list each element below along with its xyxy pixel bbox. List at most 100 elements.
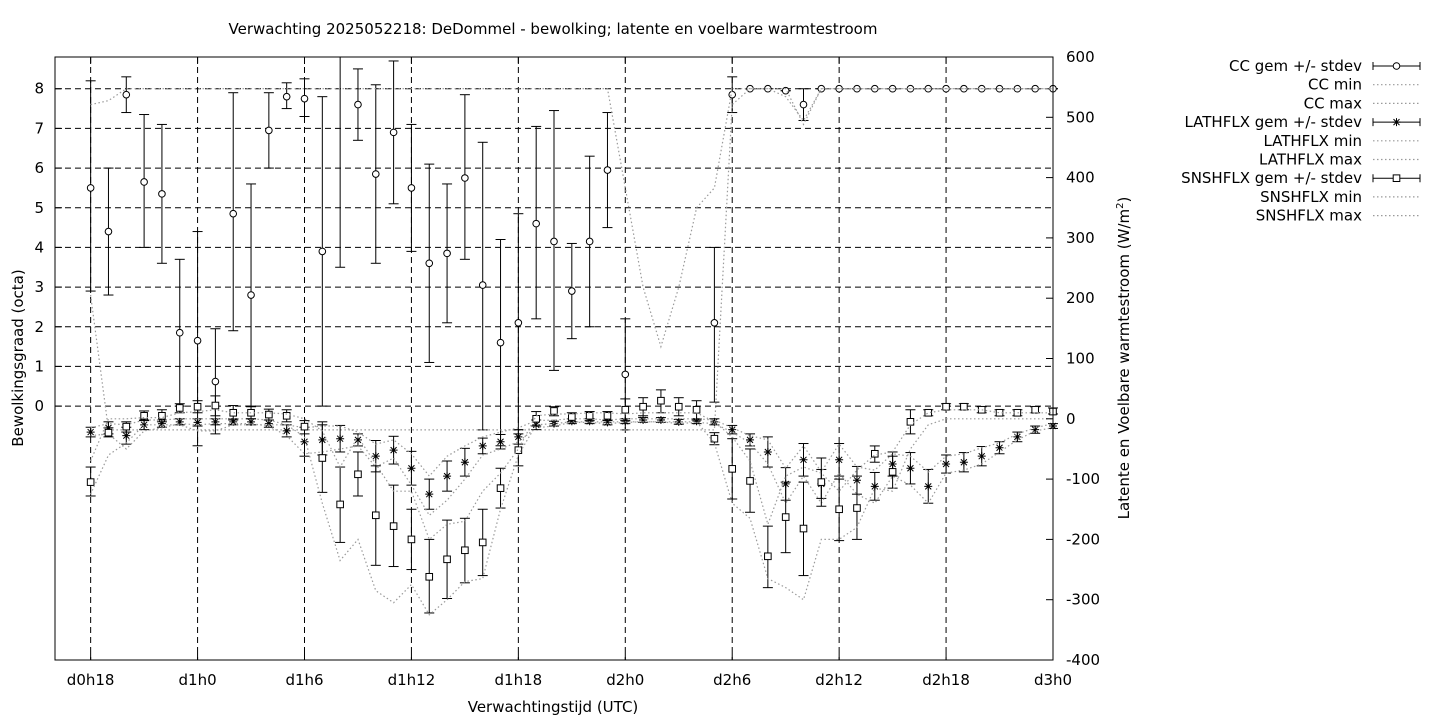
data-point (942, 84, 950, 93)
data-point (264, 419, 273, 428)
data-point (265, 126, 273, 135)
data-point (389, 128, 398, 137)
data-point (193, 402, 202, 411)
data-point (532, 219, 540, 228)
data-point (318, 247, 327, 256)
y-tick-label: 6 (34, 159, 44, 177)
data-point (799, 100, 808, 109)
x-axis-label: Verwachtingstijd (UTC) (468, 698, 639, 716)
legend-marker (1392, 174, 1401, 182)
data-point (461, 174, 469, 182)
data-point (1031, 405, 1039, 414)
data-point (1013, 408, 1022, 417)
data-point (835, 455, 844, 464)
series-3 (85, 416, 1058, 510)
series-6 (85, 389, 1058, 614)
data-point (763, 447, 772, 456)
data-point (282, 92, 291, 101)
legend-marker (1392, 62, 1401, 70)
data-point (621, 370, 630, 379)
data-point (229, 209, 238, 218)
data-point (977, 452, 986, 461)
y2-tick-label: 300 (1066, 229, 1095, 247)
data-point (460, 458, 469, 467)
data-point (407, 464, 416, 473)
data-point (318, 454, 327, 462)
data-point (443, 555, 451, 564)
x-tick-label: d3h0 (1034, 671, 1072, 689)
data-point (692, 405, 701, 414)
series-line (90, 418, 1053, 616)
data-point (603, 411, 612, 420)
data-point (300, 94, 309, 103)
data-point (158, 190, 166, 198)
data-point (122, 431, 131, 440)
data-point (728, 425, 737, 434)
data-point (478, 441, 487, 450)
y2-axis-label-main: Latente en Voelbare warmtestroom (W/m (1115, 209, 1133, 519)
data-point (656, 416, 665, 425)
data-point (193, 336, 202, 345)
data-point (710, 318, 719, 327)
data-point (585, 237, 594, 246)
data-point (568, 413, 576, 421)
y2-tick-label: 200 (1066, 289, 1095, 307)
y-tick-label: 4 (34, 238, 44, 256)
legend-label: CC gem +/- stdev (1229, 57, 1362, 75)
y-tick-label: 5 (34, 199, 44, 217)
x-tick-label: d1h12 (388, 671, 436, 689)
legend-label: SNSHFLX gem +/- stdev (1181, 169, 1362, 187)
data-point (853, 504, 861, 512)
legend-label: CC min (1308, 76, 1362, 94)
y2-axis-label-tail: ) (1115, 197, 1133, 203)
data-point (371, 452, 380, 461)
data-point (443, 472, 452, 481)
data-point (870, 482, 879, 491)
y2-tick-label: -100 (1066, 470, 1100, 488)
data-point (211, 417, 220, 426)
legend-label: LATHFLX min (1263, 132, 1362, 150)
data-point (674, 402, 683, 411)
data-point (175, 404, 184, 412)
data-point (336, 434, 345, 443)
data-point (817, 478, 826, 486)
data-point (211, 401, 220, 410)
data-point (728, 90, 737, 99)
y-tick-label: 7 (34, 119, 44, 137)
data-point (247, 291, 255, 299)
y2-tick-label: 500 (1066, 108, 1095, 126)
data-point (1031, 425, 1040, 434)
data-point (193, 418, 202, 427)
series-line (90, 409, 1053, 541)
data-point (122, 90, 131, 99)
x-tick-label: d1h0 (179, 671, 217, 689)
y2-tick-label: 0 (1066, 410, 1076, 428)
y2-tick-label: -300 (1066, 591, 1100, 609)
data-point (550, 407, 558, 415)
x-tick-label: d2h6 (713, 671, 751, 689)
data-point (496, 437, 505, 446)
data-point (175, 417, 184, 426)
data-point (425, 490, 434, 499)
data-point (389, 446, 398, 455)
data-point (870, 449, 879, 458)
y2-axis-label: Latente en Voelbare warmtestroom (W/m2) (1115, 197, 1133, 520)
data-point (122, 422, 131, 431)
data-point (478, 538, 487, 547)
data-point (478, 281, 487, 289)
data-point (764, 552, 772, 561)
data-point (550, 237, 558, 246)
series-line (90, 421, 1054, 517)
series-8 (90, 409, 1053, 541)
series-5 (90, 418, 1054, 478)
data-point (639, 402, 647, 411)
data-point (104, 227, 113, 236)
plot-series (85, 56, 1058, 616)
chart-title: Verwachting 2025052218: DeDommel - bewol… (229, 20, 878, 38)
y-tick-label: 3 (34, 278, 44, 296)
data-point (1013, 432, 1022, 441)
data-point (461, 546, 469, 555)
y-tick-label: 1 (34, 357, 44, 375)
data-point (229, 417, 238, 426)
data-point (781, 513, 790, 521)
